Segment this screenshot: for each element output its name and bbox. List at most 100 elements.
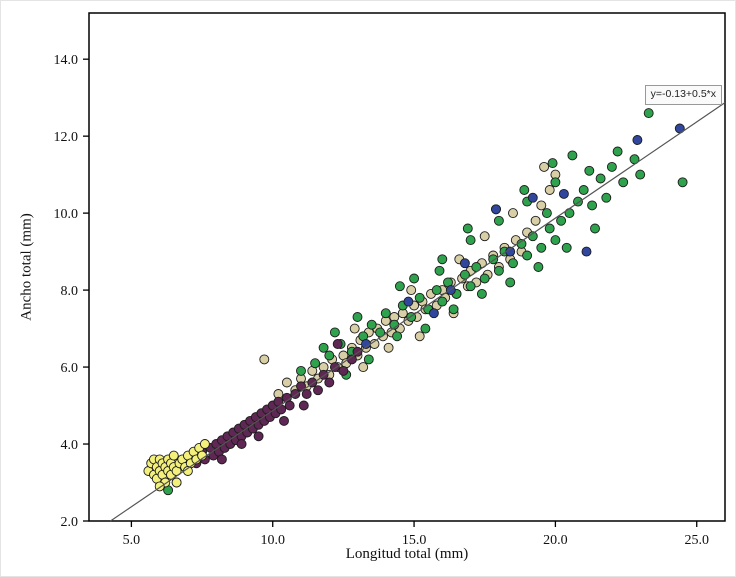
data-point bbox=[324, 350, 335, 361]
data-point bbox=[298, 400, 309, 411]
x-axis-label: Longitud total (mm) bbox=[345, 546, 469, 562]
data-point bbox=[584, 165, 595, 176]
data-point bbox=[541, 208, 552, 219]
data-point bbox=[431, 285, 442, 296]
data-point bbox=[434, 265, 445, 276]
y-tick-label: 10.0 bbox=[54, 207, 79, 222]
data-point bbox=[632, 135, 643, 145]
data-point bbox=[558, 188, 569, 199]
data-point bbox=[366, 319, 377, 330]
data-point bbox=[216, 454, 227, 465]
data-point bbox=[567, 150, 578, 161]
data-point bbox=[199, 439, 210, 449]
data-point bbox=[310, 358, 321, 369]
data-point bbox=[590, 223, 600, 234]
data-point bbox=[332, 339, 343, 349]
data-point bbox=[253, 431, 264, 442]
y-tick-label: 8.0 bbox=[61, 284, 79, 299]
data-point bbox=[581, 246, 592, 257]
data-point bbox=[414, 292, 425, 303]
data-point bbox=[491, 204, 501, 215]
x-tick-label: 5.0 bbox=[123, 533, 141, 548]
data-point bbox=[519, 185, 530, 195]
data-point bbox=[550, 235, 561, 246]
data-point bbox=[544, 185, 555, 195]
x-tick-label: 15.0 bbox=[402, 533, 427, 548]
y-axis-label: Ancho total (mm) bbox=[18, 213, 35, 321]
y-tick-label: 4.0 bbox=[61, 438, 79, 453]
data-point bbox=[635, 169, 646, 180]
data-point bbox=[479, 273, 490, 284]
data-point bbox=[544, 223, 555, 234]
data-point bbox=[465, 235, 476, 246]
data-point bbox=[259, 354, 270, 365]
x-tick-label: 25.0 bbox=[684, 533, 709, 548]
data-point bbox=[462, 223, 473, 234]
data-point bbox=[533, 262, 544, 272]
data-point bbox=[428, 308, 439, 319]
data-point bbox=[536, 200, 547, 211]
data-point bbox=[403, 296, 414, 307]
data-point bbox=[284, 400, 295, 411]
data-point bbox=[556, 215, 567, 226]
data-point bbox=[612, 146, 623, 157]
y-tick-label: 12.0 bbox=[54, 130, 79, 145]
data-point bbox=[508, 258, 518, 269]
data-point bbox=[601, 192, 612, 203]
data-point bbox=[281, 377, 292, 388]
data-point bbox=[550, 177, 561, 188]
data-point bbox=[236, 439, 247, 449]
data-point bbox=[338, 365, 349, 376]
data-point bbox=[409, 273, 420, 284]
data-point bbox=[414, 331, 425, 342]
data-point bbox=[437, 296, 448, 307]
data-point bbox=[643, 108, 654, 119]
data-point bbox=[479, 231, 490, 242]
data-point bbox=[561, 242, 572, 253]
data-point bbox=[527, 192, 538, 203]
data-point bbox=[465, 281, 476, 292]
data-point bbox=[476, 288, 487, 299]
data-point bbox=[383, 342, 394, 353]
data-point bbox=[380, 308, 391, 319]
data-point bbox=[301, 389, 312, 399]
data-point bbox=[329, 327, 340, 338]
data-point bbox=[547, 158, 558, 169]
data-point bbox=[279, 415, 289, 426]
data-point bbox=[536, 242, 547, 253]
data-point bbox=[358, 362, 369, 373]
data-point bbox=[505, 277, 516, 288]
data-point bbox=[318, 342, 329, 353]
x-tick-label: 10.0 bbox=[260, 533, 285, 548]
data-point bbox=[459, 258, 470, 269]
data-point bbox=[349, 323, 360, 334]
data-point bbox=[392, 331, 403, 342]
data-point bbox=[171, 477, 182, 488]
data-point bbox=[296, 365, 306, 376]
data-point bbox=[606, 161, 617, 172]
data-point bbox=[618, 177, 629, 188]
data-point bbox=[493, 215, 504, 226]
regression-equation-label: y=-0.13+0.5*x bbox=[644, 85, 722, 105]
data-point bbox=[587, 200, 598, 211]
regression-line bbox=[110, 102, 726, 522]
data-point bbox=[677, 177, 688, 188]
data-point bbox=[394, 281, 405, 292]
data-point bbox=[530, 215, 541, 226]
data-point bbox=[406, 285, 417, 296]
data-point bbox=[448, 304, 459, 315]
x-tick-label: 20.0 bbox=[543, 533, 568, 548]
data-point bbox=[324, 377, 335, 388]
data-point bbox=[313, 385, 323, 396]
y-tick-label: 6.0 bbox=[61, 361, 79, 376]
data-point bbox=[522, 250, 533, 261]
data-point bbox=[437, 254, 448, 265]
data-point bbox=[493, 265, 504, 276]
data-point bbox=[363, 354, 374, 365]
data-point bbox=[508, 208, 518, 219]
data-point bbox=[595, 173, 606, 184]
data-point bbox=[420, 323, 431, 334]
data-point bbox=[168, 450, 179, 461]
y-tick-label: 2.0 bbox=[61, 515, 79, 530]
